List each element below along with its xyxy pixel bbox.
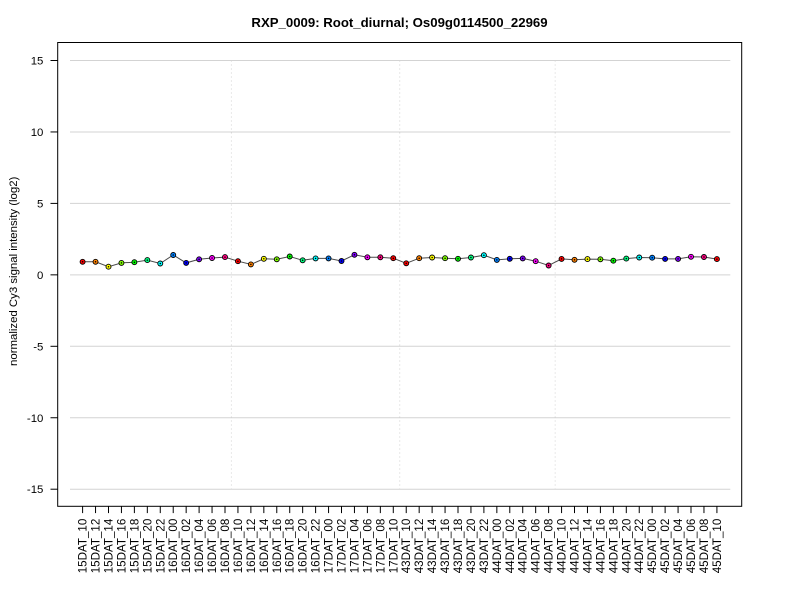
- svg-text:16DAT_18: 16DAT_18: [284, 519, 297, 574]
- svg-text:44DAT_00: 44DAT_00: [491, 519, 504, 574]
- svg-text:44DAT_20: 44DAT_20: [620, 519, 633, 574]
- svg-text:0: 0: [37, 270, 43, 282]
- svg-text:44DAT_04: 44DAT_04: [517, 518, 530, 573]
- svg-text:44DAT_10: 44DAT_10: [556, 519, 569, 574]
- svg-text:44DAT_06: 44DAT_06: [530, 519, 543, 574]
- svg-text:normalized Cy3 signal intensit: normalized Cy3 signal intensity (log2): [8, 176, 20, 366]
- svg-text:15DAT_18: 15DAT_18: [128, 519, 141, 574]
- svg-text:44DAT_16: 44DAT_16: [594, 519, 607, 574]
- svg-text:16DAT_12: 16DAT_12: [245, 519, 258, 574]
- svg-text:43DAT_20: 43DAT_20: [465, 519, 478, 574]
- svg-text:10: 10: [31, 127, 44, 139]
- svg-text:44DAT_02: 44DAT_02: [504, 519, 517, 574]
- svg-text:16DAT_04: 16DAT_04: [193, 518, 206, 573]
- svg-text:15DAT_12: 15DAT_12: [90, 519, 103, 574]
- svg-text:-10: -10: [27, 413, 43, 425]
- svg-text:16DAT_14: 16DAT_14: [258, 518, 271, 573]
- svg-text:44DAT_08: 44DAT_08: [543, 519, 556, 574]
- svg-text:43DAT_18: 43DAT_18: [452, 519, 465, 574]
- svg-text:15DAT_14: 15DAT_14: [102, 518, 115, 573]
- svg-text:RXP_0009: Root_diurnal; Os09g0: RXP_0009: Root_diurnal; Os09g0114500_229…: [251, 15, 547, 30]
- svg-text:45DAT_08: 45DAT_08: [698, 519, 711, 574]
- svg-text:45DAT_04: 45DAT_04: [672, 518, 685, 573]
- svg-text:-15: -15: [27, 484, 43, 496]
- svg-text:16DAT_00: 16DAT_00: [167, 519, 180, 574]
- svg-text:44DAT_14: 44DAT_14: [581, 518, 594, 573]
- svg-text:43DAT_16: 43DAT_16: [439, 519, 452, 574]
- svg-text:45DAT_06: 45DAT_06: [685, 519, 698, 574]
- svg-text:44DAT_12: 44DAT_12: [569, 519, 582, 574]
- svg-text:45DAT_10: 45DAT_10: [711, 519, 724, 574]
- svg-text:15DAT_10: 15DAT_10: [77, 519, 90, 574]
- svg-text:16DAT_20: 16DAT_20: [297, 519, 310, 574]
- svg-text:17DAT_00: 17DAT_00: [323, 519, 336, 574]
- svg-text:5: 5: [37, 198, 43, 210]
- svg-text:43DAT_10: 43DAT_10: [400, 519, 413, 574]
- svg-text:17DAT_10: 17DAT_10: [387, 519, 400, 574]
- svg-text:15DAT_22: 15DAT_22: [154, 519, 167, 574]
- svg-text:16DAT_02: 16DAT_02: [180, 519, 193, 574]
- svg-text:17DAT_04: 17DAT_04: [348, 518, 361, 573]
- svg-text:-5: -5: [33, 341, 43, 353]
- svg-text:15DAT_20: 15DAT_20: [141, 519, 154, 574]
- svg-text:16DAT_22: 16DAT_22: [310, 519, 323, 574]
- svg-text:43DAT_12: 43DAT_12: [413, 519, 426, 574]
- svg-text:16DAT_06: 16DAT_06: [206, 519, 219, 574]
- svg-text:44DAT_22: 44DAT_22: [633, 519, 646, 574]
- svg-text:43DAT_22: 43DAT_22: [478, 519, 491, 574]
- svg-text:17DAT_08: 17DAT_08: [374, 519, 387, 574]
- svg-text:43DAT_14: 43DAT_14: [426, 518, 439, 573]
- svg-text:44DAT_18: 44DAT_18: [607, 519, 620, 574]
- svg-text:15DAT_16: 15DAT_16: [115, 519, 128, 574]
- svg-text:16DAT_10: 16DAT_10: [232, 519, 245, 574]
- svg-text:16DAT_08: 16DAT_08: [219, 519, 232, 574]
- svg-text:17DAT_06: 17DAT_06: [361, 519, 374, 574]
- svg-text:15: 15: [31, 56, 44, 68]
- svg-text:45DAT_02: 45DAT_02: [659, 519, 672, 574]
- svg-text:17DAT_02: 17DAT_02: [336, 519, 349, 574]
- svg-text:16DAT_16: 16DAT_16: [271, 519, 284, 574]
- svg-text:45DAT_00: 45DAT_00: [646, 519, 659, 574]
